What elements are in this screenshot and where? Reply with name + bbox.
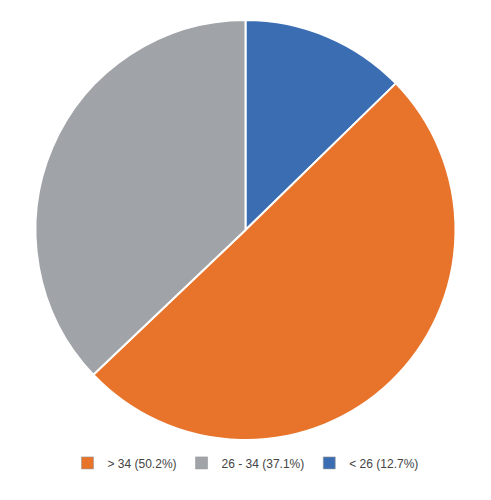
svg-text:> 34 (50.2%): > 34 (50.2%) bbox=[108, 457, 177, 471]
svg-text:26 - 34 (37.1%): 26 - 34 (37.1%) bbox=[222, 457, 305, 471]
svg-text:< 26 (12.7%): < 26 (12.7%) bbox=[349, 457, 418, 471]
